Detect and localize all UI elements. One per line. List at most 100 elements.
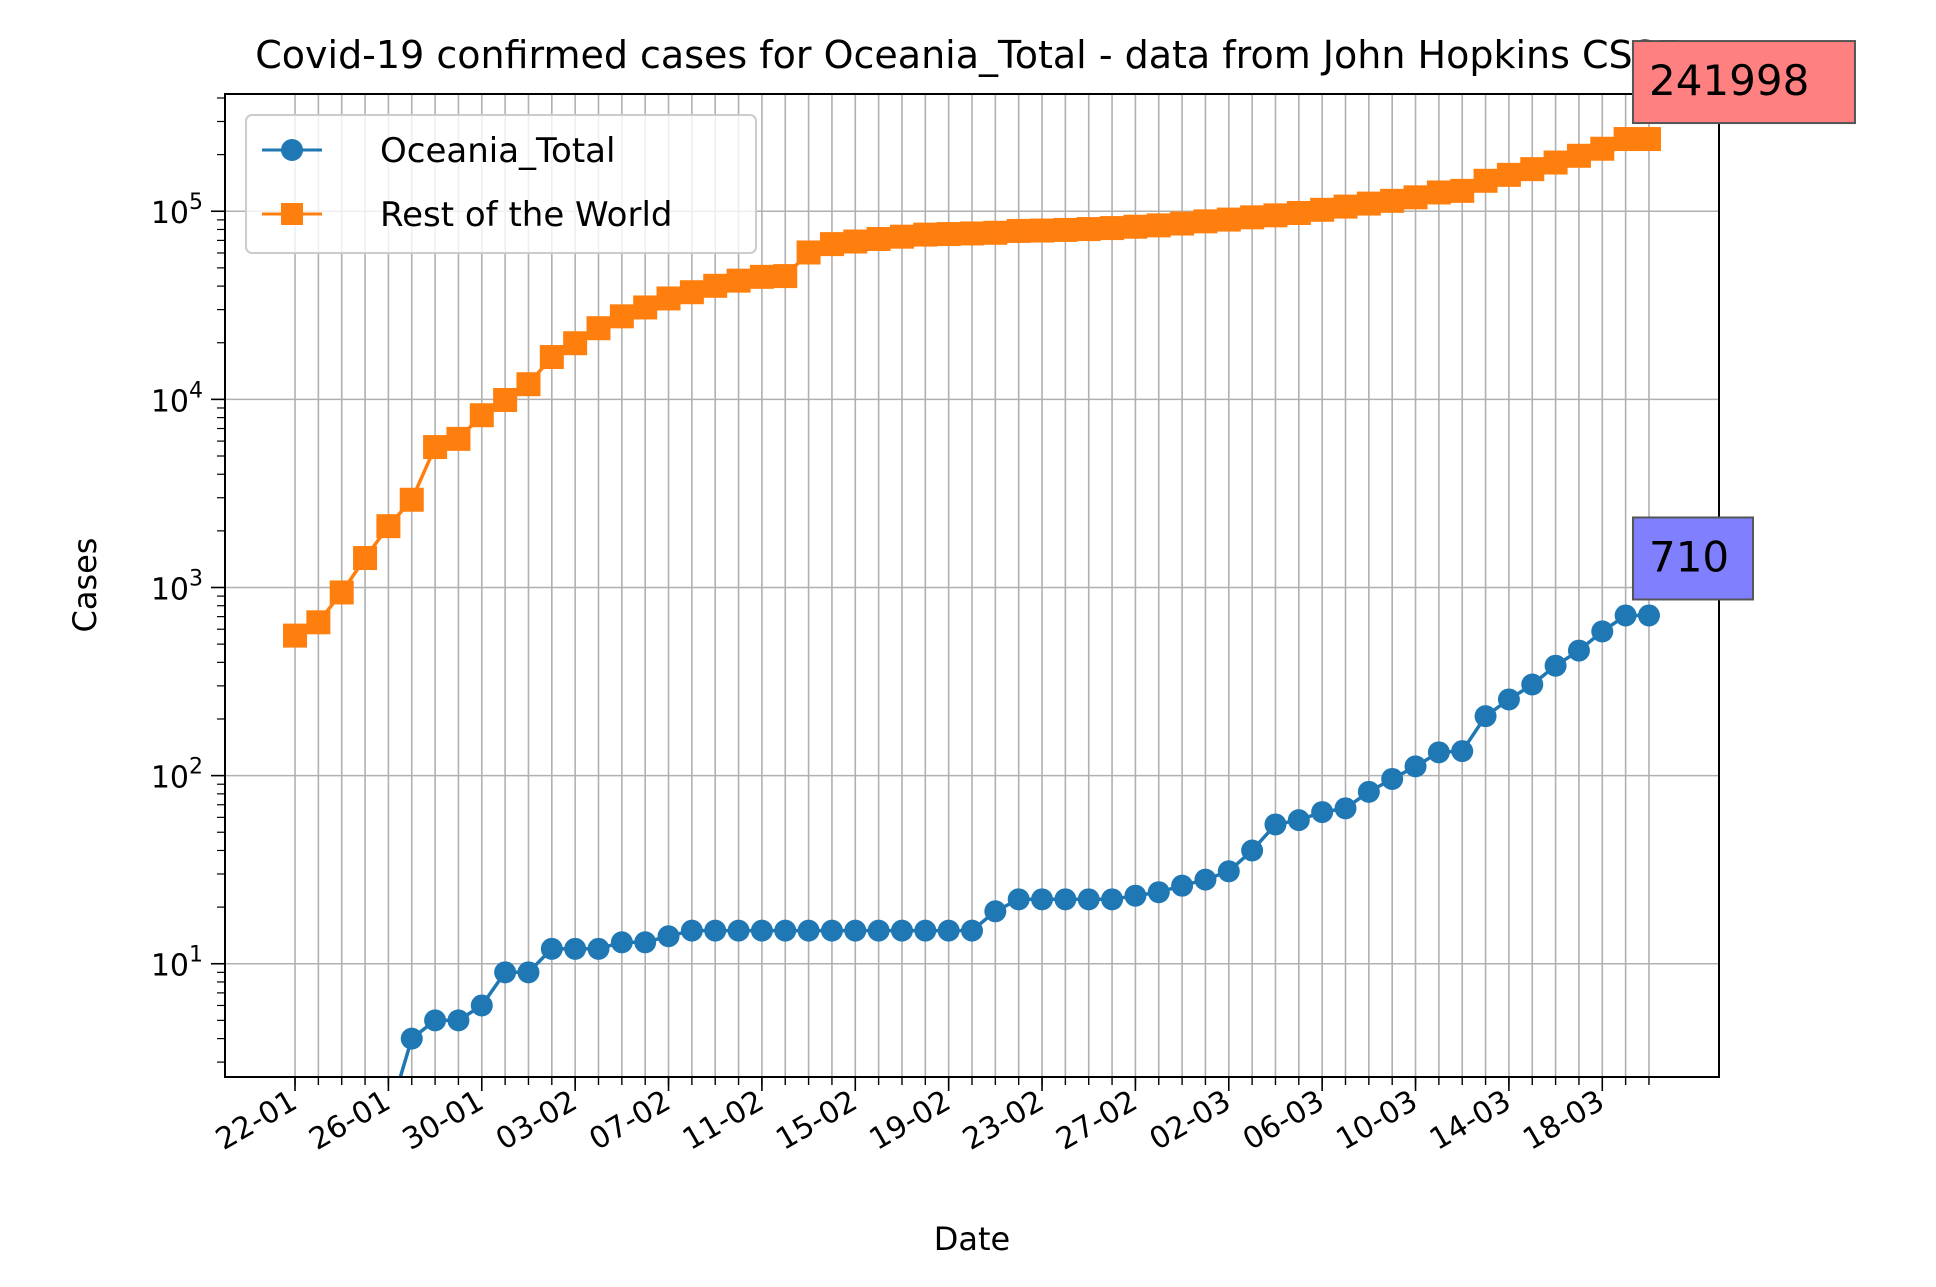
x-tick-label: 23-02 xyxy=(957,1084,1050,1158)
data-point xyxy=(1380,188,1405,213)
data-point xyxy=(1216,207,1241,232)
annotation-label: 710 xyxy=(1649,532,1729,581)
series-oceania-total xyxy=(398,604,1660,1077)
data-point xyxy=(704,919,727,942)
data-point xyxy=(1566,143,1591,168)
data-point xyxy=(470,994,493,1017)
y-axis-label: Cases xyxy=(66,538,104,633)
data-point xyxy=(493,387,518,412)
y-tick-label: 103 xyxy=(151,566,203,607)
data-point xyxy=(1264,813,1287,836)
data-point xyxy=(749,264,774,289)
data-point xyxy=(1077,888,1100,911)
x-tick-label: 19-02 xyxy=(864,1084,957,1158)
data-point xyxy=(1193,209,1218,234)
chart-title: Covid-19 confirmed cases for Oceania_Tot… xyxy=(255,33,1681,77)
data-point xyxy=(1124,884,1147,907)
data-point xyxy=(494,961,517,984)
x-tick-label: 11-02 xyxy=(677,1084,770,1158)
data-point xyxy=(914,919,937,942)
data-point xyxy=(1613,127,1638,152)
data-point xyxy=(983,220,1008,245)
legend-marker-rest xyxy=(281,203,303,225)
data-point xyxy=(1217,860,1240,883)
data-point xyxy=(913,222,938,247)
data-point xyxy=(703,273,728,298)
x-tick-label: 22-01 xyxy=(210,1084,303,1158)
data-point xyxy=(424,1009,447,1032)
data-point xyxy=(1101,888,1124,911)
data-point xyxy=(961,919,983,942)
data-point xyxy=(750,919,773,942)
data-point xyxy=(1544,654,1567,677)
data-point xyxy=(1496,162,1521,187)
data-point xyxy=(1076,217,1101,242)
data-point xyxy=(680,919,703,942)
data-point xyxy=(1614,604,1637,627)
data-point xyxy=(960,221,984,246)
annotation-label: 241998 xyxy=(1649,56,1809,105)
data-point xyxy=(1146,213,1171,238)
data-point xyxy=(1007,888,1030,911)
data-point xyxy=(796,240,821,265)
x-tick-label: 14-03 xyxy=(1424,1084,1517,1158)
x-tick-label: 27-02 xyxy=(1050,1084,1143,1158)
data-point xyxy=(423,435,448,460)
x-tick-label: 18-03 xyxy=(1517,1084,1610,1158)
y-axis: 101 102 103 104 105 xyxy=(151,97,225,1063)
data-point xyxy=(1591,620,1614,643)
data-point xyxy=(329,580,354,605)
annotation-box xyxy=(1631,516,1754,601)
data-point xyxy=(469,403,494,428)
x-tick-label: 15-02 xyxy=(770,1084,863,1158)
data-point xyxy=(1053,217,1078,242)
data-point xyxy=(866,226,891,251)
data-point xyxy=(890,919,913,942)
data-point xyxy=(634,931,657,954)
x-axis-label: Date xyxy=(934,1220,1010,1258)
data-point xyxy=(727,919,750,942)
grid-lines xyxy=(225,94,1719,1077)
data-point xyxy=(1520,157,1545,182)
data-point xyxy=(587,937,610,960)
data-point xyxy=(1194,868,1217,891)
data-point xyxy=(1123,214,1148,239)
data-point xyxy=(1567,639,1590,662)
x-tick-label: 10-03 xyxy=(1331,1084,1424,1158)
data-point xyxy=(1030,218,1055,243)
data-point xyxy=(609,304,634,329)
data-point xyxy=(399,487,424,512)
data-point xyxy=(1637,604,1660,627)
data-point xyxy=(1404,755,1427,778)
data-point xyxy=(1170,211,1195,236)
legend-marker-oceania xyxy=(281,139,303,161)
data-point xyxy=(283,623,308,648)
data-point xyxy=(447,1009,470,1032)
data-point xyxy=(1240,205,1265,230)
data-point xyxy=(1006,218,1031,243)
data-point xyxy=(564,937,587,960)
x-tick-label: 06-03 xyxy=(1237,1084,1330,1158)
data-point xyxy=(843,229,868,254)
data-point xyxy=(773,264,798,289)
data-point xyxy=(679,280,704,305)
data-point xyxy=(1310,197,1335,222)
data-point xyxy=(1543,150,1568,175)
data-point xyxy=(1356,191,1381,216)
legend-label-oceania: Oceania_Total xyxy=(380,131,615,171)
data-point xyxy=(1451,740,1474,763)
data-point xyxy=(657,925,680,948)
data-point xyxy=(1100,216,1125,241)
data-point xyxy=(1381,767,1404,790)
data-point xyxy=(1474,705,1497,728)
data-point xyxy=(539,345,564,370)
legend-label-rest: Rest of the World xyxy=(380,195,673,235)
data-point xyxy=(1521,673,1544,696)
data-point xyxy=(1497,688,1520,711)
data-point xyxy=(1636,127,1661,152)
data-point xyxy=(726,268,751,293)
data-point xyxy=(820,919,843,942)
data-point xyxy=(844,919,867,942)
annotation-box xyxy=(1631,40,1856,125)
